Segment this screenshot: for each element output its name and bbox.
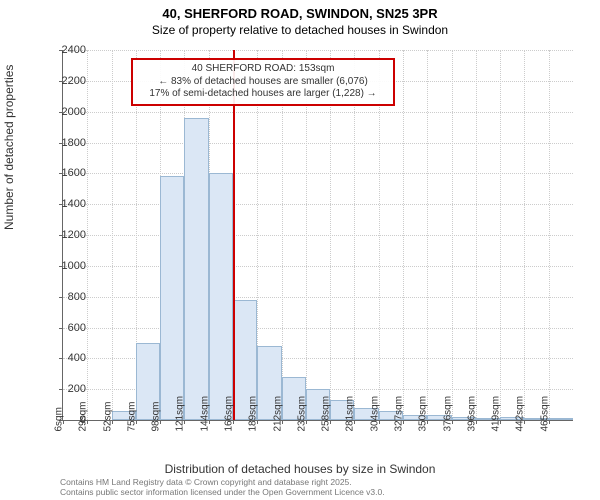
histogram-bar: [549, 418, 573, 420]
annotation-line: ← 83% of detached houses are smaller (6,…: [139, 76, 387, 89]
attribution-footer: Contains HM Land Registry data © Crown c…: [60, 478, 385, 498]
ytick-label: 800: [46, 291, 86, 303]
gridline-v: [524, 50, 525, 420]
annotation-box: 40 SHERFORD ROAD: 153sqm← 83% of detache…: [131, 58, 395, 106]
ytick-label: 1600: [46, 167, 86, 179]
gridline-v: [379, 50, 380, 420]
histogram-bar: [184, 118, 208, 420]
gridline-h: [63, 297, 573, 298]
gridline-h: [63, 328, 573, 329]
ytick-label: 200: [46, 383, 86, 395]
ytick-label: 1200: [46, 229, 86, 241]
gridline-h: [63, 266, 573, 267]
gridline-h: [63, 173, 573, 174]
annotation-line: 40 SHERFORD ROAD: 153sqm: [139, 63, 387, 76]
gridline-v: [306, 50, 307, 420]
gridline-h: [63, 143, 573, 144]
ytick-label: 2400: [46, 44, 86, 56]
ytick-label: 1800: [46, 137, 86, 149]
gridline-v: [330, 50, 331, 420]
gridline-h: [63, 235, 573, 236]
y-axis-label: Number of detached properties: [2, 65, 16, 230]
chart-title-line2: Size of property relative to detached ho…: [0, 23, 600, 37]
gridline-h: [63, 204, 573, 205]
histogram-bar: [160, 176, 184, 420]
gridline-v: [282, 50, 283, 420]
histogram-bar: [209, 173, 233, 420]
gridline-v: [476, 50, 477, 420]
gridline-v: [354, 50, 355, 420]
chart-title-block: 40, SHERFORD ROAD, SWINDON, SN25 3PR Siz…: [0, 0, 600, 37]
ytick-label: 1400: [46, 198, 86, 210]
annotation-line: 17% of semi-detached houses are larger (…: [139, 88, 387, 101]
gridline-v: [500, 50, 501, 420]
ytick-label: 600: [46, 322, 86, 334]
ytick-label: 2200: [46, 75, 86, 87]
chart-title-line1: 40, SHERFORD ROAD, SWINDON, SN25 3PR: [0, 6, 600, 21]
property-marker-line: [233, 50, 235, 420]
gridline-v: [427, 50, 428, 420]
gridline-v: [112, 50, 113, 420]
ytick-label: 1000: [46, 260, 86, 272]
gridline-v: [87, 50, 88, 420]
gridline-v: [403, 50, 404, 420]
gridline-h: [63, 112, 573, 113]
gridline-v: [549, 50, 550, 420]
histogram-plot-area: 40 SHERFORD ROAD: 153sqm← 83% of detache…: [62, 50, 573, 421]
gridline-v: [452, 50, 453, 420]
footer-line2: Contains public sector information licen…: [60, 488, 385, 498]
ytick-label: 2000: [46, 106, 86, 118]
ytick-label: 400: [46, 352, 86, 364]
gridline-h: [63, 50, 573, 51]
x-axis-label: Distribution of detached houses by size …: [0, 462, 600, 476]
